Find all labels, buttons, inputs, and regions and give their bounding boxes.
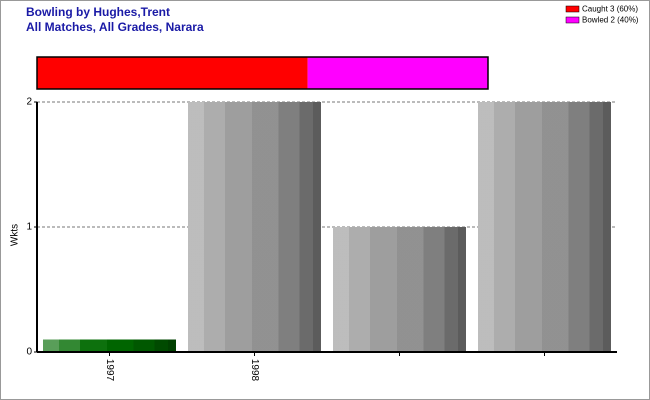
proportion-segment: [307, 57, 488, 89]
bar-shade: [188, 102, 321, 352]
legend-label: Bowled 2 (40%): [582, 16, 639, 25]
bar-shade: [333, 227, 466, 352]
y-axis-label: Wkts: [10, 224, 21, 246]
bar-shade: [43, 339, 176, 352]
y-tick-label: 2: [26, 97, 32, 108]
chart-title: Bowling by Hughes,Trent: [26, 5, 170, 19]
legend-swatch: [565, 16, 580, 24]
y-tick-label: 1: [26, 222, 32, 233]
legend-label: Caught 3 (60%): [582, 5, 638, 14]
proportion-border: [36, 56, 489, 90]
x-tick-label: 1997: [104, 359, 115, 382]
bar-shade: [478, 102, 611, 352]
chart-subtitle: All Matches, All Grades, Narara: [26, 20, 204, 34]
x-tick-label: 1998: [249, 359, 260, 382]
legend-swatch: [565, 5, 580, 13]
proportion-segment: [37, 57, 308, 89]
y-tick-label: 0: [26, 347, 32, 358]
